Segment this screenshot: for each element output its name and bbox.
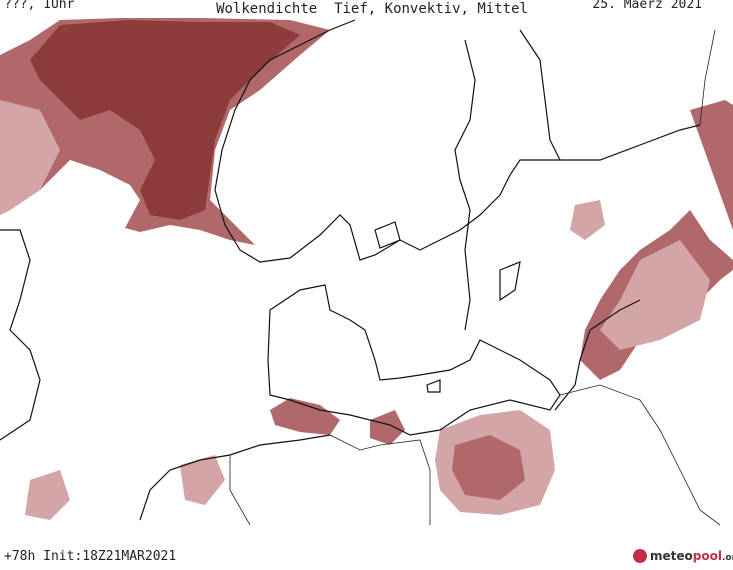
logo: meteopool.org [650,549,733,563]
header-date: 25. Maerz 2021 [592,0,702,12]
coastlines [0,19,701,521]
logo-part: .org [722,553,733,563]
footer-left: +78h Init:18Z21MAR2021 [4,549,176,564]
header-title: Wolkendichte Tief, Konvektiv, Mittel [216,1,528,17]
logo-icon [633,549,647,563]
logo-part: pool [693,549,722,563]
logo-part: meteo [650,549,693,563]
header-left: ???, 1Uhr [4,0,75,12]
cloud-field [0,18,733,520]
borders [229,29,721,526]
